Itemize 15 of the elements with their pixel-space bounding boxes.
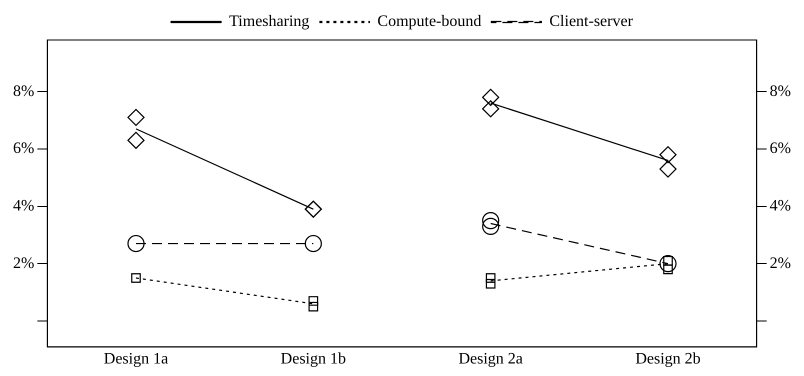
y2-tick-label: 4% [770,198,791,215]
x-tick-label: Design 2a [458,350,523,368]
y2-tick-label: 6% [770,140,791,158]
legend-label: Client-server [549,13,634,30]
y2-tick-label: 2% [770,254,791,272]
x-tick-label: Design 1a [104,350,168,368]
x-tick-label: Design 1b [280,350,346,368]
y-tick-label: 4% [13,198,34,215]
legend-label: Compute-bound [377,13,482,30]
x-tick-label: Design 2b [635,350,701,368]
y2-tick-label: 8% [770,82,791,100]
y-tick-label: 2% [13,254,34,272]
y-tick-label: 6% [13,140,34,158]
y-tick-label: 8% [13,82,34,100]
legend-label: Timesharing [229,13,310,30]
